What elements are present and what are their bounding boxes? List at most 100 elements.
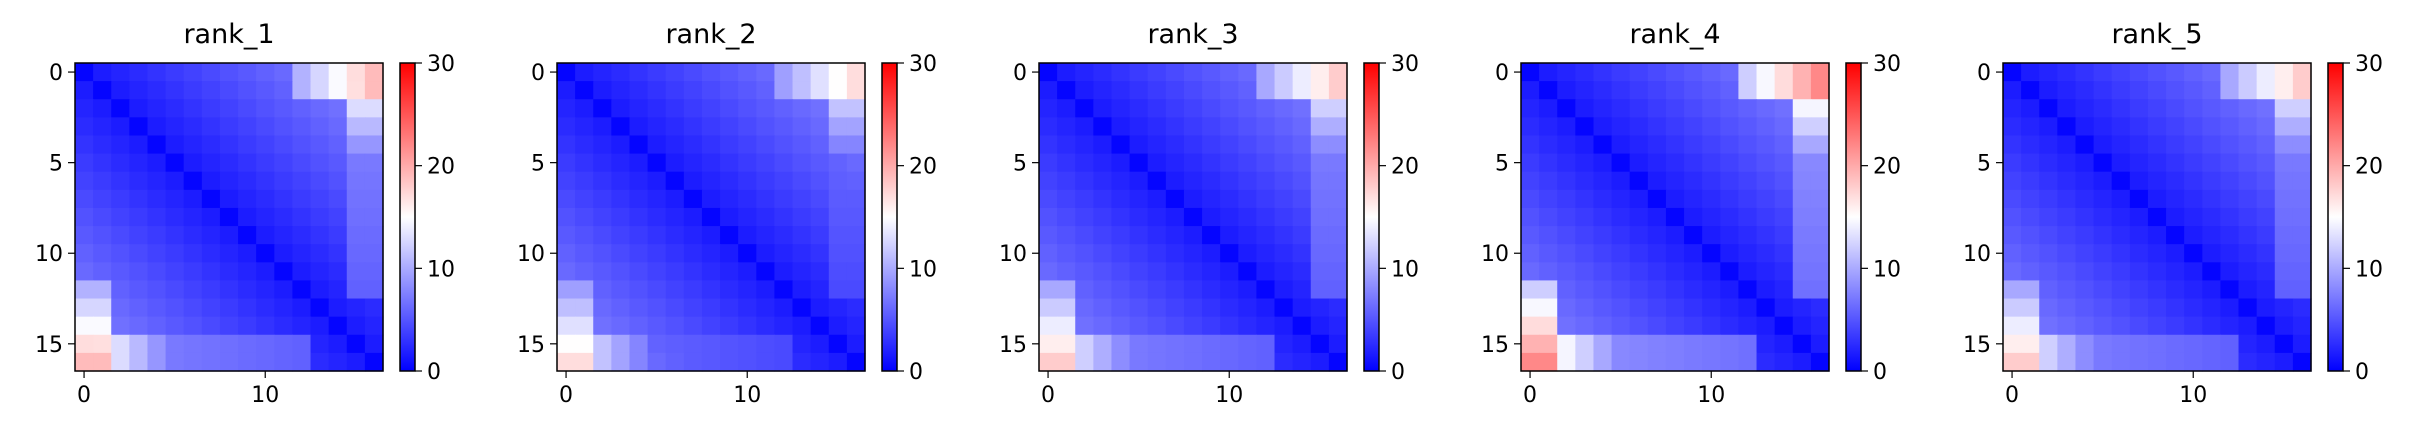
heatmap-cell bbox=[1075, 226, 1094, 245]
heatmap-cell bbox=[1738, 352, 1758, 372]
heatmap-cell bbox=[1238, 189, 1258, 209]
heatmap-cell bbox=[1328, 189, 1348, 209]
heatmap-cell bbox=[2292, 63, 2312, 82]
heatmap-cell bbox=[683, 298, 703, 318]
heatmap-cell bbox=[1039, 153, 1058, 173]
heatmap-cell bbox=[2220, 99, 2240, 118]
heatmap-cell bbox=[810, 244, 830, 263]
heatmap-cell bbox=[256, 298, 275, 318]
heatmap-cell bbox=[593, 117, 612, 137]
heatmap-cell bbox=[1310, 262, 1330, 282]
heatmap-cell bbox=[238, 352, 257, 372]
heatmap-cell bbox=[1647, 153, 1667, 173]
heatmap-cell bbox=[2093, 226, 2113, 245]
heatmap-cell bbox=[2003, 99, 2022, 118]
heatmap-cell bbox=[2093, 189, 2113, 209]
heatmap-cell bbox=[575, 63, 594, 82]
heatmap-cell bbox=[1093, 226, 1113, 245]
heatmap-cell bbox=[2166, 81, 2185, 100]
heatmap-cell bbox=[1220, 244, 1239, 263]
heatmap-cell bbox=[165, 334, 185, 354]
heatmap-cell bbox=[75, 262, 94, 282]
heatmap-cell bbox=[183, 316, 203, 336]
heatmap-cell bbox=[1629, 135, 1649, 155]
heatmap-cell bbox=[774, 135, 794, 155]
heatmap-cell bbox=[2238, 99, 2258, 118]
heatmap-cell bbox=[1075, 298, 1094, 318]
heatmap-cell bbox=[665, 153, 685, 173]
heatmap-cell bbox=[1611, 280, 1631, 300]
heatmap-cell bbox=[2003, 352, 2022, 372]
heatmap-cell bbox=[1292, 153, 1312, 173]
heatmap-cell bbox=[2111, 226, 2131, 245]
heatmap-cell bbox=[2057, 280, 2077, 300]
heatmap-cell bbox=[219, 262, 239, 282]
heatmap-cell bbox=[683, 280, 703, 300]
heatmap-cell bbox=[1557, 352, 1576, 372]
heatmap-cell bbox=[1328, 117, 1348, 137]
heatmap-cell bbox=[328, 316, 348, 336]
colorbar-tick-label: 20 bbox=[427, 155, 455, 180]
heatmap-cell bbox=[1810, 153, 1830, 173]
heatmap-cell bbox=[2238, 316, 2258, 336]
heatmap-cell bbox=[1774, 189, 1794, 209]
heatmap-cell bbox=[1256, 262, 1276, 282]
heatmap-cell bbox=[238, 226, 257, 245]
heatmap-cell bbox=[1521, 171, 1540, 191]
heatmap-cell bbox=[1792, 189, 1812, 209]
heatmap-cell bbox=[165, 81, 185, 100]
heatmap-cell bbox=[2202, 207, 2222, 227]
heatmap-cell bbox=[1665, 135, 1685, 155]
heatmap-cell bbox=[2292, 244, 2312, 263]
heatmap-cell bbox=[1075, 99, 1094, 118]
heatmap-cell bbox=[738, 189, 757, 209]
heatmap-cell bbox=[647, 244, 667, 263]
heatmap-cell bbox=[183, 298, 203, 318]
heatmap-cell bbox=[256, 262, 275, 282]
heatmap-cell bbox=[792, 334, 812, 354]
heatmap-cell bbox=[792, 81, 812, 100]
heatmap-cell bbox=[557, 280, 576, 300]
heatmap-cell bbox=[2147, 135, 2167, 155]
heatmap-cell bbox=[1183, 117, 1203, 137]
heatmap-cell bbox=[2075, 244, 2095, 263]
heatmap-cell bbox=[1039, 171, 1058, 191]
heatmap-cell bbox=[147, 153, 167, 173]
heatmap-cell bbox=[1720, 99, 1740, 118]
heatmap-cell bbox=[1256, 352, 1276, 372]
heatmap-cell bbox=[1328, 334, 1348, 354]
heatmap-cell bbox=[1220, 135, 1239, 155]
heatmap-cell bbox=[2292, 352, 2312, 372]
heatmap-cell bbox=[219, 117, 239, 137]
heatmap-cell bbox=[1810, 81, 1830, 100]
panel-title: rank_5 bbox=[2111, 19, 2202, 50]
heatmap-cell bbox=[75, 280, 94, 300]
heatmap-cell bbox=[1539, 171, 1558, 191]
heatmap-cell bbox=[1093, 316, 1113, 336]
heatmap-cell bbox=[274, 171, 294, 191]
heatmap-cell bbox=[1575, 280, 1595, 300]
heatmap-cell bbox=[2129, 207, 2149, 227]
heatmap-cell bbox=[1647, 99, 1667, 118]
heatmap-cell bbox=[1183, 99, 1203, 118]
heatmap-cell bbox=[665, 352, 685, 372]
heatmap-cell bbox=[2220, 189, 2240, 209]
heatmap-cell bbox=[1292, 352, 1312, 372]
heatmap-cell bbox=[1274, 81, 1294, 100]
x-tick-label: 10 bbox=[733, 383, 761, 408]
heatmap-cell bbox=[1111, 171, 1131, 191]
heatmap-cell bbox=[1147, 280, 1167, 300]
colorbar-tick-label: 0 bbox=[909, 360, 923, 385]
heatmap-cell bbox=[1684, 117, 1703, 137]
heatmap-cell bbox=[274, 298, 294, 318]
heatmap-cell bbox=[2057, 334, 2077, 354]
heatmap-cell bbox=[1238, 135, 1258, 155]
heatmap-cell bbox=[1238, 262, 1258, 282]
colorbar-frame bbox=[399, 62, 416, 372]
heatmap-cell bbox=[2184, 334, 2203, 354]
y-tick-label: 0 bbox=[1013, 61, 1027, 86]
y-tick-label: 0 bbox=[1495, 61, 1509, 86]
heatmap-cell bbox=[1057, 63, 1076, 82]
heatmap-cell bbox=[1539, 99, 1558, 118]
